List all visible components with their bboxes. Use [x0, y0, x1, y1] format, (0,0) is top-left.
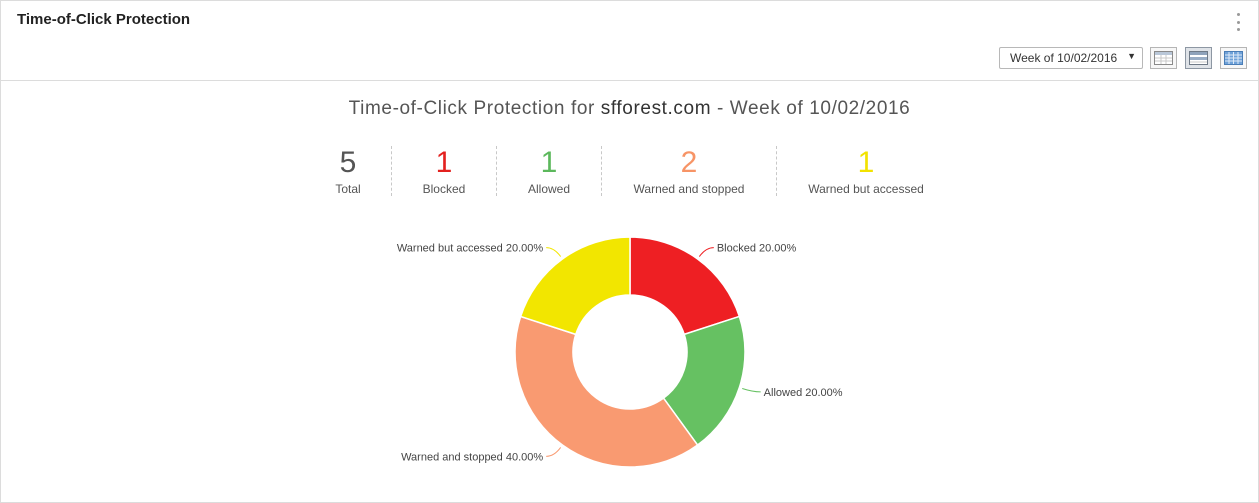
stat-warned-stopped-label: Warned and stopped — [633, 182, 745, 196]
kebab-menu-icon[interactable] — [1234, 13, 1242, 31]
chart-title: Time-of-Click Protection for sfforest.co… — [0, 98, 1259, 120]
month-view-icon — [1224, 51, 1243, 65]
month-view-button[interactable] — [1220, 47, 1247, 69]
stat-total-label: Total — [335, 182, 361, 196]
chart-title-domain: sfforest.com — [600, 98, 712, 119]
chart-title-prefix: Time-of-Click Protection for — [348, 98, 601, 119]
week-selector[interactable]: Week of 10/02/2016 ▼ — [999, 47, 1143, 69]
day-view-button[interactable] — [1150, 47, 1177, 69]
dropdown-arrow-icon: ▼ — [1127, 51, 1136, 61]
donut-label: Blocked 20.00% — [717, 243, 797, 255]
stat-allowed-value: 1 — [540, 146, 558, 179]
week-selector-value: Week of 10/02/2016 — [1010, 51, 1118, 65]
stat-warned-accessed-label: Warned but accessed — [808, 182, 924, 196]
stat-blocked-value: 1 — [435, 146, 453, 179]
stat-warned-accessed: 1 Warned but accessed — [791, 146, 941, 196]
week-view-icon — [1189, 51, 1208, 65]
panel-title: Time-of-Click Protection — [17, 11, 191, 28]
donut-label-connector — [546, 247, 562, 257]
donut-label: Allowed 20.00% — [764, 387, 843, 399]
stat-blocked-label: Blocked — [422, 182, 466, 196]
donut-label-connector — [698, 247, 714, 257]
donut-label-connector — [742, 387, 761, 393]
chart-title-suffix: - Week of 10/02/2016 — [711, 98, 911, 119]
stat-divider — [601, 146, 602, 196]
stat-allowed-label: Allowed — [527, 182, 571, 196]
donut-slice-warned-and-stopped[interactable] — [514, 315, 699, 468]
donut-label-connector — [546, 447, 562, 457]
donut-label: Warned but accessed 20.00% — [397, 243, 544, 255]
donut-slice-allowed[interactable] — [662, 315, 746, 447]
donut-slice-warned-but-accessed[interactable] — [519, 236, 631, 336]
stat-total-value: 5 — [339, 146, 357, 179]
day-view-icon — [1154, 51, 1173, 65]
stat-divider — [496, 146, 497, 196]
stat-warned-stopped: 2 Warned and stopped — [614, 146, 764, 196]
stat-warned-stopped-value: 2 — [680, 146, 698, 179]
stat-divider — [391, 146, 392, 196]
stat-allowed: 1 Allowed — [509, 146, 589, 196]
stat-blocked: 1 Blocked — [404, 146, 484, 196]
panel-header: Time-of-Click Protection Week of 10/02/2… — [1, 1, 1258, 81]
stat-divider — [776, 146, 777, 196]
stat-total: 5 Total — [318, 146, 378, 196]
donut-label: Warned and stopped 40.00% — [401, 451, 543, 463]
week-view-button[interactable] — [1185, 47, 1212, 69]
stat-warned-accessed-value: 1 — [857, 146, 875, 179]
donut-slice-blocked[interactable] — [629, 236, 741, 336]
